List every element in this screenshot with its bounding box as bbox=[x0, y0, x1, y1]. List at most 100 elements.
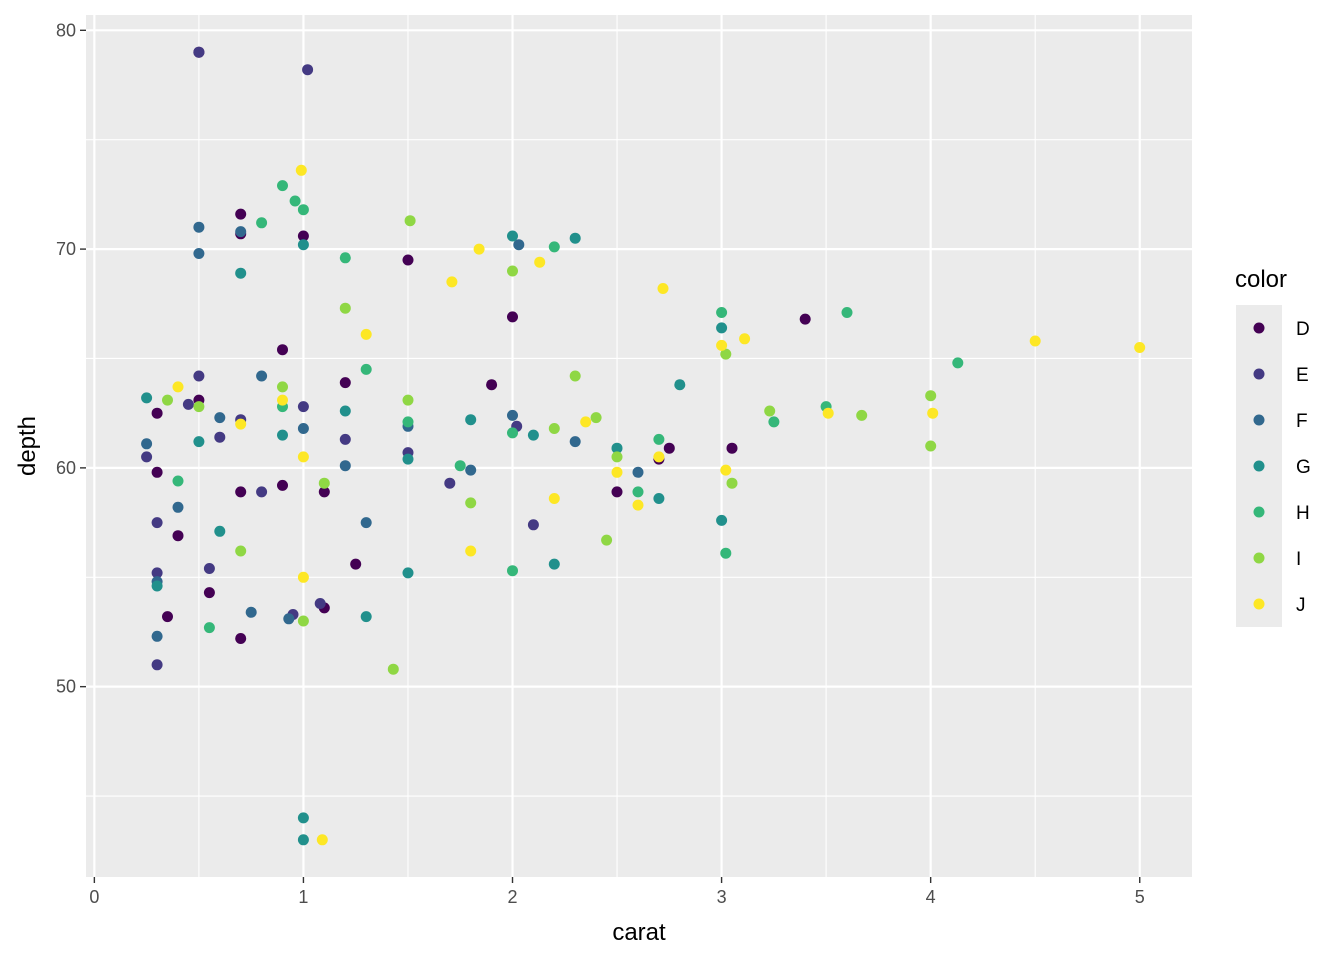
x-tick-label: 4 bbox=[926, 887, 936, 907]
point-D bbox=[350, 558, 362, 570]
point-I bbox=[162, 394, 173, 406]
point-F bbox=[245, 606, 257, 618]
point-J bbox=[632, 499, 644, 511]
point-I bbox=[277, 381, 288, 393]
point-E bbox=[151, 659, 163, 671]
point-G bbox=[339, 405, 351, 417]
point-E bbox=[182, 398, 194, 410]
point-D bbox=[235, 208, 247, 220]
point-J bbox=[1029, 335, 1041, 347]
point-I bbox=[764, 405, 776, 417]
point-D bbox=[726, 442, 738, 454]
point-J bbox=[465, 545, 477, 557]
point-I bbox=[235, 545, 247, 557]
point-E bbox=[214, 431, 226, 443]
point-I bbox=[387, 663, 399, 675]
point-H bbox=[507, 565, 518, 577]
point-H bbox=[297, 204, 309, 216]
point-H bbox=[952, 357, 964, 369]
point-J bbox=[235, 418, 247, 430]
point-G bbox=[297, 812, 309, 824]
point-H bbox=[256, 217, 268, 229]
point-I bbox=[548, 423, 560, 434]
point-D bbox=[172, 530, 184, 542]
data-points bbox=[141, 46, 1146, 846]
point-H bbox=[289, 195, 301, 207]
point-J bbox=[446, 276, 458, 288]
x-axis: 0 1 2 3 4 5 bbox=[89, 877, 1145, 907]
point-F bbox=[141, 438, 153, 450]
point-J bbox=[360, 328, 372, 340]
point-G bbox=[297, 239, 309, 251]
point-I bbox=[726, 477, 738, 489]
legend-key-F bbox=[1253, 414, 1265, 426]
point-D bbox=[486, 379, 498, 391]
point-F bbox=[339, 460, 351, 472]
point-F bbox=[507, 409, 518, 421]
point-I bbox=[297, 615, 309, 627]
point-I bbox=[569, 370, 581, 382]
point-J bbox=[927, 407, 939, 419]
point-I bbox=[339, 302, 351, 314]
y-tick-label: 50 bbox=[56, 677, 76, 697]
point-H bbox=[454, 460, 466, 472]
point-D bbox=[663, 442, 675, 454]
point-J bbox=[316, 834, 328, 846]
point-H bbox=[172, 475, 184, 487]
point-F bbox=[256, 370, 268, 382]
point-D bbox=[339, 377, 351, 389]
point-J bbox=[653, 451, 665, 463]
x-tick-label: 2 bbox=[508, 887, 518, 907]
point-G bbox=[716, 322, 728, 334]
point-F bbox=[465, 464, 477, 476]
legend-label-G: G bbox=[1296, 457, 1311, 478]
point-J bbox=[657, 283, 669, 294]
point-E bbox=[193, 46, 205, 58]
legend-key-I bbox=[1253, 552, 1265, 564]
point-I bbox=[404, 215, 416, 227]
legend: color D E F G H I J bbox=[1235, 266, 1311, 627]
point-G bbox=[277, 429, 288, 441]
point-D bbox=[235, 633, 247, 644]
point-E bbox=[193, 370, 205, 382]
point-D bbox=[402, 254, 414, 266]
point-H bbox=[548, 241, 560, 253]
point-J bbox=[172, 381, 184, 393]
point-D bbox=[162, 611, 173, 623]
point-F bbox=[193, 221, 205, 233]
legend-label-E: E bbox=[1296, 365, 1309, 386]
point-H bbox=[402, 416, 414, 428]
point-J bbox=[297, 571, 309, 583]
point-J bbox=[1134, 342, 1146, 353]
point-G bbox=[141, 392, 153, 404]
point-G bbox=[151, 580, 163, 592]
point-J bbox=[739, 333, 751, 345]
point-I bbox=[720, 348, 732, 360]
point-J bbox=[297, 451, 309, 463]
point-F bbox=[193, 248, 205, 259]
point-G bbox=[214, 525, 226, 537]
point-D bbox=[151, 407, 163, 419]
point-G bbox=[297, 834, 309, 846]
x-tick-label: 0 bbox=[89, 887, 99, 907]
y-tick-label: 80 bbox=[56, 20, 76, 40]
legend-label-I: I bbox=[1296, 549, 1301, 570]
legend-key-E bbox=[1253, 368, 1265, 380]
legend-label-J: J bbox=[1296, 595, 1306, 616]
point-G bbox=[569, 232, 581, 244]
point-E bbox=[314, 598, 326, 609]
point-I bbox=[601, 534, 613, 546]
point-G bbox=[653, 493, 665, 504]
point-I bbox=[402, 394, 414, 406]
point-G bbox=[465, 414, 477, 426]
point-H bbox=[339, 252, 351, 264]
point-H bbox=[203, 622, 215, 634]
point-G bbox=[548, 558, 560, 570]
point-F bbox=[569, 436, 581, 448]
point-G bbox=[193, 436, 205, 448]
point-I bbox=[925, 390, 937, 402]
point-E bbox=[339, 433, 351, 445]
point-E bbox=[444, 477, 456, 489]
legend-title: color bbox=[1235, 266, 1287, 293]
